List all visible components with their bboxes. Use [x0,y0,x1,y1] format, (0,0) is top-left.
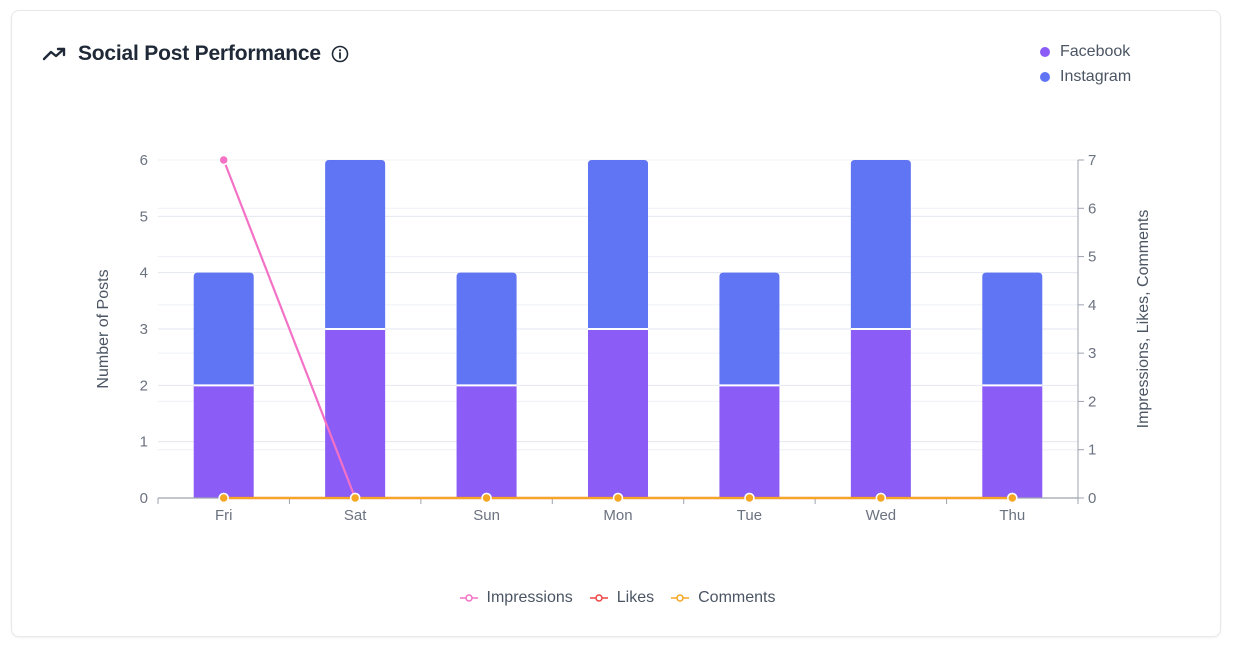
y2-tick-label: 6 [1088,200,1096,217]
point-comments [612,492,624,504]
y-tick-label: 3 [140,321,148,338]
legend-dot-instagram [1040,71,1050,82]
legend-marker-comments [671,594,690,602]
x-tick-label: Mon [603,507,632,524]
x-tick-label: Tue [737,507,762,524]
bar-instagram-tue [719,272,780,386]
y2-tick-label: 1 [1088,442,1096,459]
y2-axis-title: Impressions, Likes, Comments [1135,210,1152,429]
y-tick-label: 0 [140,490,148,507]
legend-label-likes: Likes [616,589,655,606]
bar-facebook-mon [588,329,648,498]
line-series [218,154,1018,504]
bar-facebook-wed [850,329,911,498]
legend-label-instagram: Instagram [1060,67,1132,85]
line-legend: Impressions Likes Comments [12,589,1222,607]
y-axis-title: Number of Posts [95,269,112,388]
legend-item-likes[interactable]: Likes [589,589,654,607]
bar-facebook-sun [456,385,517,498]
bar-facebook-sat [325,329,386,498]
y2-tick-label: 4 [1088,297,1096,314]
point-comments [349,492,361,504]
legend-dot-facebook [1040,46,1050,57]
point-comments [481,492,492,504]
bar-instagram-sat [325,160,386,329]
bar-facebook-fri [193,385,254,498]
trending-up-icon [42,45,68,63]
legend-item-impressions[interactable]: Impressions [459,589,573,607]
bar-instagram-mon [588,160,648,329]
legend-item-facebook[interactable]: Facebook [1040,39,1131,64]
x-tick-label: Sat [344,507,367,524]
legend-marker-impressions [459,594,478,602]
bar-instagram-sun [456,272,517,386]
y2-tick-label: 5 [1088,249,1096,266]
x-tick-label: Wed [866,507,897,524]
card-header: Social Post Performance [42,41,349,67]
legend-marker-likes [589,594,608,602]
line-impressions [222,159,357,499]
legend-label-facebook: Facebook [1060,42,1131,60]
legend-item-comments[interactable]: Comments [670,589,775,607]
legend-label-impressions: Impressions [486,589,573,606]
point-comments [1007,492,1018,504]
x-tick-label: Thu [999,507,1025,524]
x-tick-label: Sun [473,507,500,524]
y2-tick-label: 0 [1088,490,1096,507]
info-icon[interactable] [331,45,349,63]
bars [193,160,1043,498]
point-comments [218,492,229,504]
y-tick-label: 2 [140,377,148,394]
chart-plot: Fri Sat Sun Mon Tue Wed Thu 0 1 2 3 4 5 6 0 1 2 3 4 5 6 7 Num… [95,152,1152,524]
y-tick-label: 5 [140,208,148,225]
bar-facebook-thu [982,385,1043,498]
point-comments [875,492,887,504]
series-legend: Facebook Instagram [1040,39,1131,89]
chart-title: Social Post Performance [78,42,321,65]
y-tick-label: 6 [140,152,148,169]
y-tick-label: 1 [140,434,148,451]
bar-instagram-wed [850,160,911,329]
bar-instagram-thu [982,272,1043,386]
x-tick-label: Fri [215,507,233,524]
legend-label-comments: Comments [698,589,776,606]
bar-instagram-fri [193,272,254,386]
y2-tick-label: 3 [1088,345,1096,362]
legend-item-instagram[interactable]: Instagram [1040,64,1131,89]
point-impressions [218,154,229,166]
y2-tick-label: 2 [1088,393,1096,410]
y2-tick-label: 7 [1088,152,1096,169]
chart-card: Social Post Performance Facebook Instagr… [11,10,1221,637]
bar-facebook-tue [719,385,780,498]
y-tick-label: 4 [140,265,148,282]
point-comments [744,492,755,504]
